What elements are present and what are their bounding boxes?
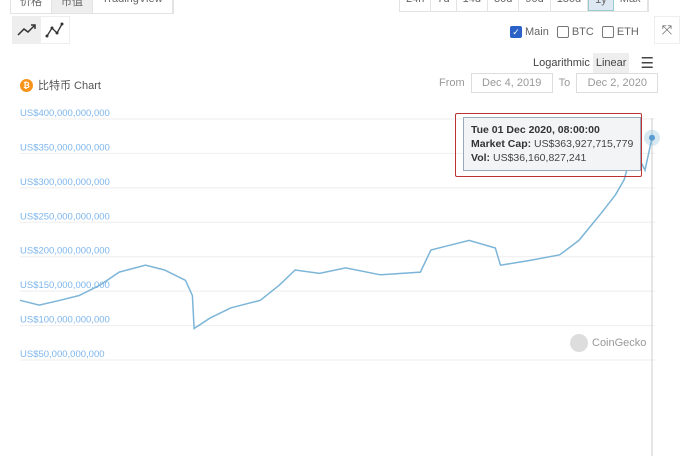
range-1y[interactable]: 1y (588, 0, 614, 11)
to-date-input[interactable]: Dec 2, 2020 (576, 73, 659, 93)
hamburger-icon: ☰ (640, 55, 654, 72)
date-range: From Dec 4, 2019 To Dec 2, 2020 (439, 73, 659, 93)
range-90d[interactable]: 90d (519, 0, 551, 11)
hover-point (649, 134, 655, 141)
scale-linear-button[interactable]: Linear (592, 53, 630, 73)
y-tick-label: US$350,000,000,000 (20, 142, 110, 153)
y-tick-label: US$400,000,000,000 (20, 108, 110, 119)
tab-price[interactable]: 价格 (11, 0, 52, 13)
y-tick-label: US$100,000,000,000 (20, 315, 110, 326)
coingecko-logo-icon (570, 334, 588, 352)
expand-icon: ⤧ (661, 22, 673, 37)
tooltip: Tue 01 Dec 2020, 08:00:00 Market Cap: US… (463, 117, 642, 171)
from-label: From (439, 77, 465, 89)
scale-toggle: Logarithmic Linear ☰ (530, 50, 660, 76)
tooltip-date: Tue 01 Dec 2020, 08:00:00 (471, 124, 600, 136)
checkbox-icon[interactable] (556, 26, 569, 38)
line-chart-button[interactable] (13, 17, 41, 43)
checkbox-checked-icon[interactable]: ✓ (510, 26, 522, 38)
toggle-eth[interactable]: ETH (601, 26, 639, 38)
coingecko-watermark: CoinGecko (570, 334, 646, 352)
toggle-label: ETH (616, 26, 639, 38)
tooltip-mcap: US$363,927,715,779 (534, 138, 634, 150)
range-180d[interactable]: 180d (551, 0, 589, 11)
range-24h[interactable]: 24h (400, 0, 432, 11)
toggle-main[interactable]: ✓ Main (510, 26, 549, 38)
y-tick-label: US$150,000,000,000 (20, 280, 110, 291)
tooltip-highlight (455, 113, 642, 177)
scale-log-button[interactable]: Logarithmic (533, 57, 590, 69)
range-buttons: 24h 7d 14d 30d 90d 180d 1y Max (399, 0, 649, 12)
range-30d[interactable]: 30d (488, 0, 520, 11)
line-chart-icon (17, 24, 36, 36)
watermark-text: CoinGecko (592, 337, 647, 349)
toggle-label: BTC (571, 26, 594, 38)
range-14d[interactable]: 14d (457, 0, 488, 11)
toggle-btc[interactable]: BTC (556, 26, 594, 38)
ohlc-chart-button[interactable] (41, 17, 69, 43)
bitcoin-icon: ₿ (20, 78, 33, 92)
chart-type-toggle (12, 16, 70, 44)
point-chart-icon (45, 22, 64, 38)
y-tick-label: US$50,000,000,000 (20, 349, 105, 360)
market-cap-line (19, 137, 653, 330)
y-tick-label: US$200,000,000,000 (20, 246, 110, 257)
from-date-input[interactable]: Dec 4, 2019 (470, 73, 553, 93)
chart-title-text: 比特币 Chart (38, 80, 101, 92)
toggle-label: Main (525, 26, 549, 38)
y-tick-label: US$300,000,000,000 (20, 177, 110, 188)
view-tabs: 价格 市值 TradingView (10, 0, 174, 14)
range-max[interactable]: Max (614, 0, 648, 11)
y-tick-label: US$250,000,000,000 (20, 211, 110, 222)
tooltip-vol: US$36,160,827,241 (492, 152, 587, 164)
range-7d[interactable]: 7d (431, 0, 457, 11)
checkbox-icon[interactable] (601, 26, 614, 38)
tooltip-mcap-label: Market Cap: (471, 138, 532, 150)
menu-button[interactable]: ☰ (629, 50, 659, 76)
tab-market-cap[interactable]: 市值 (52, 0, 93, 13)
chart-title: ₿ 比特币 Chart (20, 77, 101, 93)
tab-tradingview[interactable]: TradingView (93, 0, 173, 13)
tooltip-vol-label: Vol: (471, 152, 491, 164)
to-label: To (558, 77, 571, 89)
series-toggles: ✓ Main BTC ETH (510, 26, 639, 38)
